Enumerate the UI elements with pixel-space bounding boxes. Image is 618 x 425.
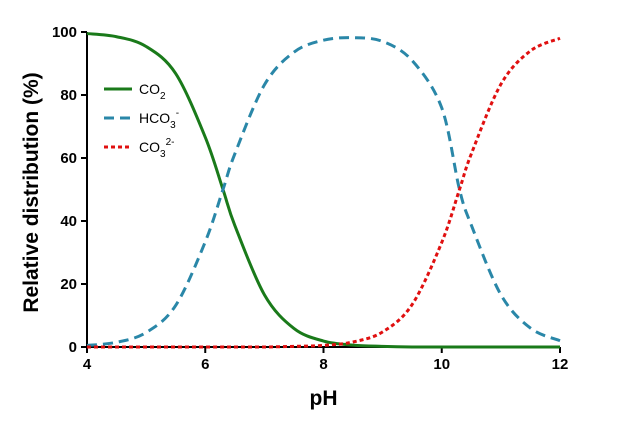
series-group	[86, 32, 561, 349]
legend-label-2: HCO3-	[139, 108, 179, 131]
x-tick-label: 8	[319, 356, 327, 373]
x-tick-label: 10	[433, 356, 450, 373]
y-ticks: 0 20 40 60 80 100	[52, 24, 87, 356]
legend-label-superscript: 2-	[166, 137, 175, 148]
axes: 4 6 8 10 12 0 20 40 60 80 100	[52, 24, 568, 373]
y-axis-title: Relative distribution (%)	[20, 72, 43, 312]
x-tick-label: 12	[552, 356, 569, 373]
y-tick-label: 60	[60, 150, 77, 167]
x-ticks: 4 6 8 10 12	[83, 347, 569, 373]
x-tick-label: 4	[83, 356, 92, 373]
legend-label-subscript: 3	[170, 120, 176, 131]
y-tick-label: 80	[60, 87, 77, 104]
y-tick-label: 20	[60, 276, 77, 293]
x-axis-title: pH	[310, 387, 338, 410]
x-tick-label: 6	[201, 356, 209, 373]
legend-label-base: CO	[139, 81, 160, 97]
legend-label-base: HCO	[139, 110, 170, 126]
y-tick-label: 0	[69, 339, 77, 356]
series-line-3	[86, 36, 561, 349]
legend-label-3: CO32-	[139, 137, 174, 160]
series-line-2	[86, 36, 561, 347]
series-line-1	[86, 32, 560, 349]
legend-label-subscript: 3	[160, 149, 166, 160]
legend-label-subscript: 2	[160, 91, 166, 102]
legend-label-base: CO	[139, 139, 160, 155]
legend-label-superscript: -	[176, 108, 179, 119]
y-tick-label: 100	[52, 24, 77, 41]
y-tick-label: 40	[60, 213, 77, 230]
legend-label-1: CO2	[139, 81, 166, 102]
